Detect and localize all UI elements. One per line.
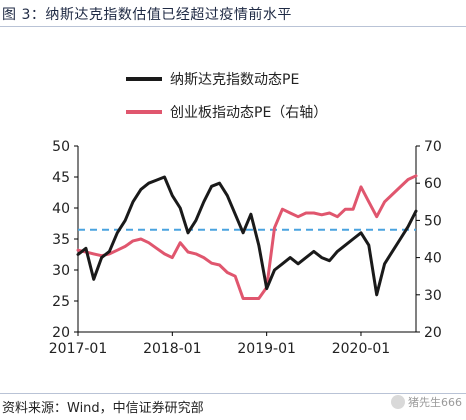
y-left-tick-label: 20 xyxy=(52,325,70,341)
x-tick-label: 2017-01 xyxy=(49,341,108,357)
watermark: 猪先生666 xyxy=(391,394,462,410)
y-right-tick-label: 40 xyxy=(424,251,442,267)
series-group xyxy=(76,174,418,300)
watermark-text: 猪先生666 xyxy=(408,396,462,409)
top-rule xyxy=(0,26,466,27)
y-right-tick-label: 60 xyxy=(424,176,442,192)
y-right-tick-label: 20 xyxy=(424,325,442,341)
legend: 纳斯达克指数动态PE 创业板指动态PE（右轴） xyxy=(126,72,327,121)
x-tick-label: 2019-01 xyxy=(237,341,296,357)
source-note: 资料来源：Wind，中信证券研究部 xyxy=(2,401,204,416)
y-right-tick-label: 70 xyxy=(424,139,442,155)
x-tick-label: 2018-01 xyxy=(143,341,202,357)
y-left-tick-label: 50 xyxy=(52,139,70,155)
y-left-tick-label: 25 xyxy=(52,294,70,310)
wechat-icon xyxy=(391,395,405,409)
bottom-rule xyxy=(0,393,466,394)
axes: 20 25 30 35 40 45 50 20 30 40 50 60 70 2017-01 2018-01… xyxy=(49,139,442,357)
series-line-nasdaq xyxy=(76,175,418,297)
legend-label-chinext: 创业板指动态PE（右轴） xyxy=(170,105,327,121)
y-left-tick-label: 45 xyxy=(52,170,70,186)
figure-title: 图 3：纳斯达克指数估值已经超过疫情前水平 xyxy=(2,7,292,23)
y-left-tick-label: 40 xyxy=(52,201,70,217)
series-line-chinext xyxy=(76,174,418,300)
y-right-tick-label: 50 xyxy=(424,213,442,229)
y-left-tick-label: 35 xyxy=(52,232,70,248)
legend-label-nasdaq: 纳斯达克指数动态PE xyxy=(170,72,299,88)
y-right-tick-label: 30 xyxy=(424,288,442,304)
y-left-tick-label: 30 xyxy=(52,263,70,279)
x-tick-label: 2020-01 xyxy=(332,341,391,357)
